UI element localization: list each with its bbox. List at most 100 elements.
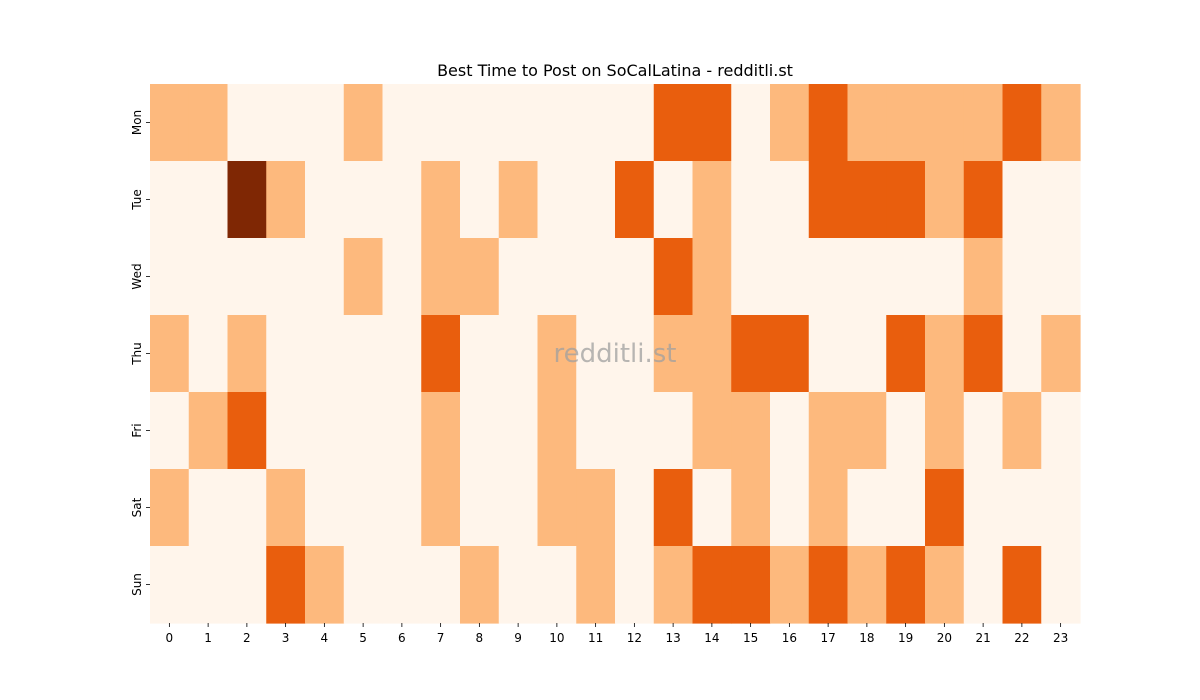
heatmap-cell-mon-3 [266,84,306,162]
heatmap-cell-mon-4 [305,84,345,162]
heatmap-cell-wed-2 [227,238,267,316]
heatmap-cell-tue-19 [886,161,926,239]
heatmap-cell-tue-16 [770,161,810,239]
heatmap-cell-sat-18 [847,469,887,547]
heatmap-cell-fri-12 [615,392,655,470]
heatmap-cell-thu-3 [266,315,306,393]
heatmap-cell-sat-17 [808,469,849,547]
heatmap-cell-sun-7 [421,546,461,624]
heatmap-cell-mon-19 [886,84,926,162]
x-tick-label: 8 [476,631,484,645]
heatmap-cell-sun-3 [266,546,306,624]
heatmap-cell-sun-8 [460,546,500,624]
heatmap-cell-sat-2 [227,469,267,547]
x-tick-label: 15 [743,631,758,645]
heatmap-cell-mon-5 [343,84,384,162]
heatmap-cell-sun-16 [770,546,810,624]
heatmap-cell-thu-16 [770,315,810,393]
heatmap-cell-tue-1 [188,161,229,239]
heatmap-cell-thu-23 [1041,315,1081,393]
heatmap-cell-thu-6 [382,315,422,393]
heatmap-cell-mon-23 [1041,84,1081,162]
heatmap-cell-sat-11 [576,469,616,547]
heatmap-cell-thu-19 [886,315,926,393]
y-tick-label: Mon [130,110,144,135]
y-axis: Mon Tue Wed Thu Fri Sat Sun [130,110,150,596]
heatmap-cell-wed-19 [886,238,926,316]
heatmap-cell-fri-22 [1002,392,1042,470]
heatmap-cell-fri-20 [925,392,965,470]
heatmap-cell-wed-11 [576,238,616,316]
heatmap-cell-sat-12 [615,469,655,547]
x-tick-label: 16 [782,631,797,645]
heatmap-cell-wed-16 [770,238,810,316]
heatmap-cell-fri-8 [460,392,500,470]
heatmap-cell-sun-14 [692,546,732,624]
x-tick-label: 18 [859,631,874,645]
x-tick-label: 1 [204,631,212,645]
heatmap-cell-sat-8 [460,469,500,547]
y-tick-label: Sun [130,573,144,596]
heatmap-cell-fri-23 [1041,392,1081,470]
heatmap-cell-thu-10 [537,315,577,393]
heatmap-cell-sun-6 [382,546,422,624]
heatmap-cell-sat-16 [770,469,810,547]
heatmap-cell-sun-20 [925,546,965,624]
heatmap-cell-tue-0 [150,161,190,239]
heatmap-cell-tue-12 [615,161,655,239]
heatmap-cell-fri-19 [886,392,926,470]
heatmap-cell-wed-6 [382,238,422,316]
heatmap-cell-fri-15 [731,392,771,470]
chart-title: Best Time to Post on SoCalLatina - reddi… [437,61,793,80]
heatmap-cell-mon-7 [421,84,461,162]
heatmap-cell-fri-11 [576,392,616,470]
heatmap-cell-fri-0 [150,392,190,470]
heatmap-cell-thu-4 [305,315,345,393]
x-tick-label: 4 [321,631,329,645]
watermark: redditli.st [554,339,677,369]
heatmap-cell-fri-13 [653,392,694,470]
heatmap-cell-mon-14 [692,84,732,162]
x-tick-label: 2 [243,631,251,645]
heatmap-cell-wed-20 [925,238,965,316]
heatmap-cell-thu-13 [653,315,694,393]
x-tick-label: 11 [588,631,603,645]
heatmap-cell-sun-4 [305,546,345,624]
heatmap-cell-tue-13 [653,161,694,239]
x-tick-label: 20 [937,631,952,645]
heatmap-cell-sat-4 [305,469,345,547]
heatmap-cell-sun-21 [963,546,1004,624]
heatmap-cell-mon-11 [576,84,616,162]
heatmap-cell-sun-19 [886,546,926,624]
x-tick-label: 13 [665,631,680,645]
heatmap-cell-wed-3 [266,238,306,316]
heatmap-cell-wed-10 [537,238,577,316]
heatmap-cell-sat-1 [188,469,229,547]
x-tick-label: 23 [1053,631,1068,645]
heatmap-cell-tue-14 [692,161,732,239]
heatmap-cell-sun-12 [615,546,655,624]
y-tick-label: Fri [130,423,144,437]
heatmap-cell-sat-6 [382,469,422,547]
heatmap-cell-tue-10 [537,161,577,239]
heatmap-cell-wed-17 [808,238,849,316]
heatmap-cell-sat-3 [266,469,306,547]
heatmap-cell-wed-9 [498,238,539,316]
heatmap-cell-mon-1 [188,84,229,162]
heatmap-cell-mon-17 [808,84,849,162]
x-tick-label: 5 [359,631,367,645]
heatmap-cell-sat-13 [653,469,694,547]
heatmap-cell-sat-5 [343,469,384,547]
heatmap-cell-sun-11 [576,546,616,624]
heatmap-cell-mon-12 [615,84,655,162]
heatmap-cell-thu-12 [615,315,655,393]
heatmap-cell-sun-2 [227,546,267,624]
heatmap-cell-wed-12 [615,238,655,316]
heatmap-cell-tue-21 [963,161,1004,239]
y-tick-label: Wed [130,263,144,289]
heatmap-cell-sun-15 [731,546,771,624]
heatmap-cell-thu-5 [343,315,384,393]
heatmap-cell-fri-2 [227,392,267,470]
heatmap-cell-sun-0 [150,546,190,624]
x-tick-label: 3 [282,631,290,645]
